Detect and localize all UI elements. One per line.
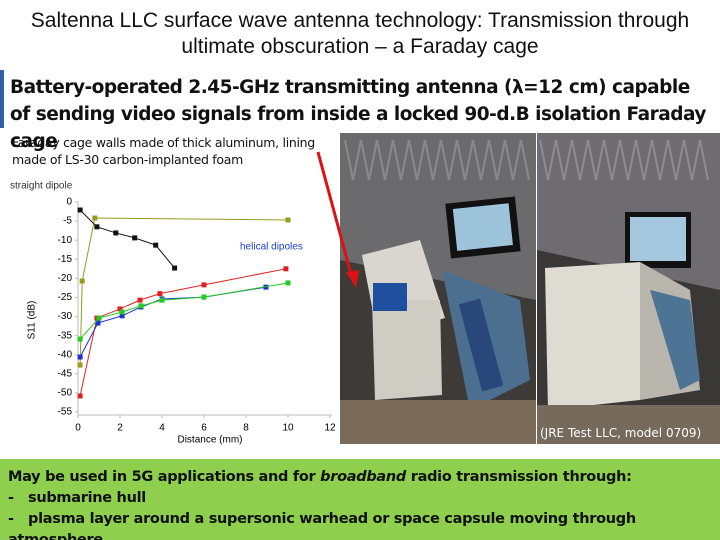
bullet: - (8, 490, 14, 506)
point (77, 362, 83, 368)
point (95, 320, 101, 326)
x-tick-label: 10 (282, 423, 294, 434)
series-line (79, 286, 267, 358)
x-tick-label: 12 (324, 423, 336, 434)
point (283, 266, 289, 272)
point (77, 393, 83, 399)
point (157, 291, 163, 297)
y-tick-label: -20 (58, 273, 73, 284)
point (117, 306, 123, 312)
footer-intro: May be used in 5G applications and for b… (8, 467, 712, 488)
series-line (79, 209, 175, 269)
footer: May be used in 5G applications and for b… (0, 459, 720, 540)
x-tick-label: 0 (75, 423, 81, 434)
y-tick-label: -35 (58, 330, 73, 341)
y-tick-label: -10 (58, 235, 73, 246)
point (132, 235, 138, 241)
title: Saltenna LLC surface wave antenna techno… (30, 9, 690, 58)
point (119, 313, 125, 319)
arrow-head (346, 270, 359, 288)
point (201, 294, 207, 300)
y-tick-label: -15 (58, 254, 73, 265)
series-line (79, 268, 286, 397)
y-tick-label: -25 (58, 292, 73, 303)
point (94, 224, 100, 230)
text: May be used in 5G applications and for (8, 469, 321, 485)
y-tick-label: 0 (66, 197, 72, 208)
photo-caption: (JRE Test LLC, model 0709) (540, 426, 702, 440)
x-tick-label: 6 (201, 423, 207, 434)
text: plasma layer around a supersonic warhead… (8, 511, 636, 540)
annotation: helical dipoles (240, 242, 303, 253)
x-tick-label: 8 (243, 423, 249, 434)
point (153, 242, 159, 248)
subtitle: Battery-operated 2.45-GHz transmitting a… (10, 77, 706, 152)
point (159, 297, 165, 303)
y-tick-label: -55 (58, 407, 73, 418)
note: Faraday cage walls made of thick aluminu… (12, 135, 315, 167)
point (285, 280, 291, 286)
series-line (79, 217, 289, 366)
text: submarine hull (28, 490, 146, 506)
point (96, 315, 102, 321)
point (79, 278, 85, 284)
text: radio transmission through: (406, 469, 632, 485)
point (77, 354, 83, 360)
point (77, 207, 83, 213)
series-line (79, 282, 289, 340)
y-axis-label: S11 (dB) (27, 301, 38, 340)
y-tick-label: -45 (58, 368, 73, 379)
text: broadband (320, 469, 406, 485)
y-tick-label: -50 (58, 388, 73, 399)
footer-item: - plasma layer around a supersonic warhea… (8, 509, 712, 540)
point (172, 265, 178, 271)
accent-bar (0, 70, 4, 128)
x-tick-label: 2 (117, 423, 123, 434)
x-axis-label: Distance (mm) (177, 435, 242, 446)
point (113, 230, 119, 236)
point (92, 215, 98, 221)
photo-right (537, 133, 720, 444)
point (77, 336, 83, 342)
photo-left (340, 133, 536, 444)
y-tick-label: -30 (58, 311, 73, 322)
point (119, 309, 125, 315)
point (201, 282, 207, 288)
point (285, 217, 291, 223)
y-tick-label: -40 (58, 349, 73, 360)
point (137, 297, 143, 303)
arrow (316, 151, 354, 279)
y-tick-label: -5 (63, 216, 72, 227)
point (138, 303, 144, 309)
bullet: - (8, 511, 14, 527)
footer-item: - submarine hull (8, 488, 712, 509)
x-tick-label: 4 (159, 423, 165, 434)
annotation: straight dipole (10, 181, 73, 192)
